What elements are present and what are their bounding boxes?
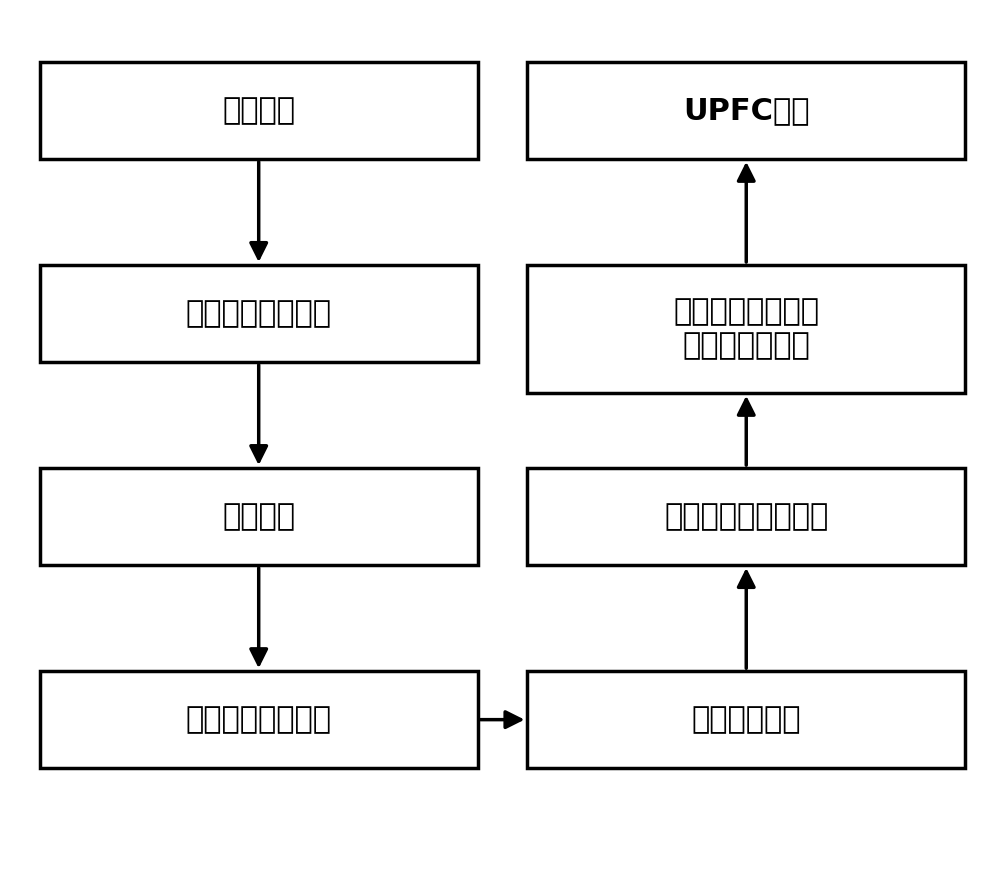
Text: 信号模拟变换模块: 信号模拟变换模块 [186, 299, 331, 328]
Text: 中央控制模块: 中央控制模块 [691, 706, 800, 734]
Bar [40, 671, 477, 768]
Bar [40, 265, 477, 362]
Bar [527, 62, 964, 159]
Text: 比较模块: 比较模块 [222, 502, 295, 531]
Bar [40, 62, 477, 159]
Text: 状态空间转换模块: 状态空间转换模块 [186, 706, 331, 734]
Bar [40, 468, 477, 565]
Bar [527, 468, 964, 565]
Text: UPFC模块: UPFC模块 [682, 96, 809, 125]
Text: 状态空间逆变换模块: 状态空间逆变换模块 [663, 502, 828, 531]
Text: 电压源换流器闸门
触发和控制模块: 电压源换流器闸门 触发和控制模块 [673, 298, 818, 360]
Text: 测量模块: 测量模块 [222, 96, 295, 125]
Bar [527, 671, 964, 768]
Bar [527, 265, 964, 393]
